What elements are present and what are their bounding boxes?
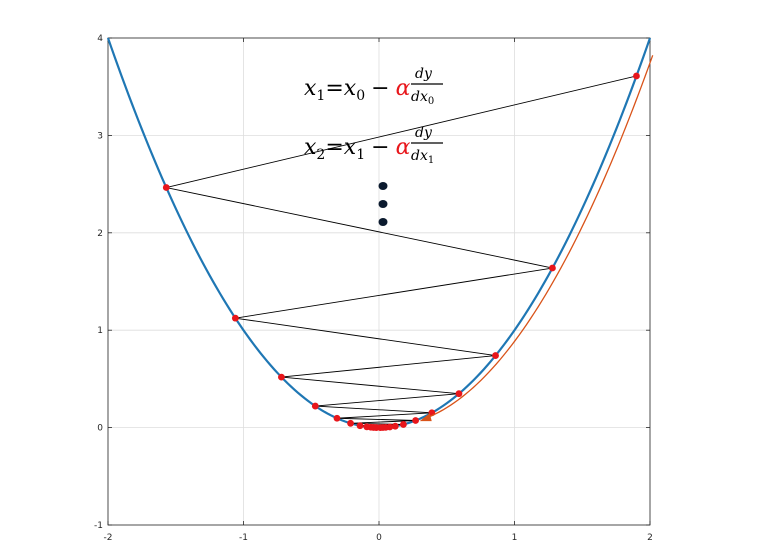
iterate-point — [311, 402, 319, 410]
x-tick-label: 0 — [376, 533, 382, 543]
iterate-point — [162, 184, 170, 191]
iterate-point — [376, 424, 384, 431]
step-segment — [166, 75, 637, 188]
step-segment — [281, 355, 496, 378]
vertical-ellipsis — [378, 182, 388, 226]
y-tick-label: 3 — [97, 131, 103, 141]
iterate-points — [162, 72, 640, 431]
step-segment — [336, 417, 416, 421]
svg-text:x1=x0−α: x1=x0− α — [304, 76, 411, 104]
step-segment — [336, 412, 432, 419]
y-tick-label: 2 — [97, 229, 103, 239]
step-segment — [235, 267, 553, 319]
x-tick-label: 2 — [647, 533, 653, 543]
iterate-point — [231, 314, 239, 322]
eq2-denominator: dx — [411, 148, 428, 164]
x-tick-label: -1 — [239, 533, 248, 543]
eq1-rhs: x — [344, 76, 357, 101]
step-segment — [315, 405, 432, 414]
iterate-point — [391, 422, 399, 430]
eq2-rhs: x — [344, 135, 357, 160]
x-tick-labels: -2 -1 0 1 2 — [104, 533, 653, 543]
step-segment — [235, 317, 496, 357]
eq1-lhs-sub: 1 — [316, 88, 325, 104]
descent-arrow — [419, 55, 654, 422]
eq1-numerator: dy — [415, 66, 433, 82]
svg-text:x2=x1−α: x2=x1− α — [304, 135, 411, 163]
eq2-numerator: dy — [415, 125, 433, 141]
iterate-point — [399, 421, 407, 428]
y-tick-label: 1 — [97, 326, 103, 336]
y-tick-label: 4 — [97, 34, 103, 44]
eq1-alpha: α — [396, 76, 411, 101]
eq1-minus: − — [371, 76, 389, 101]
eq1-den-sub: 0 — [428, 96, 434, 107]
x-tick-label: 1 — [512, 533, 518, 543]
descent-arrow-head — [419, 413, 432, 422]
iterate-point — [412, 417, 419, 424]
eq2-lhs: x — [304, 135, 317, 160]
step-segment — [166, 187, 553, 269]
x-tick-label: -2 — [104, 533, 113, 543]
iterate-point — [356, 422, 364, 430]
iterate-point — [455, 390, 463, 398]
iterate-point — [633, 72, 640, 80]
y-tick-labels: -1 0 1 2 3 4 — [94, 34, 103, 531]
step-segment — [315, 393, 459, 407]
iterate-point — [347, 419, 354, 427]
eq1-denominator: dx — [411, 89, 428, 105]
equation-1: x1=x0− α dy dx0 — [304, 66, 443, 107]
ellipsis-dot — [378, 218, 388, 226]
descent-arrow-path — [423, 55, 654, 420]
eq2-alpha: α — [396, 135, 411, 160]
y-tick-label: -1 — [94, 521, 103, 531]
iterate-point — [549, 264, 556, 272]
eq2-rhs-sub: 1 — [356, 147, 365, 163]
iterate-point — [278, 373, 285, 381]
eq1-rhs-sub: 0 — [356, 88, 365, 104]
ellipsis-dot — [378, 182, 388, 190]
svg-text:dx0: dx0 — [411, 89, 434, 107]
iterate-point — [333, 414, 341, 422]
eq2-den-sub: 1 — [428, 155, 434, 166]
eq1-lhs: x — [304, 76, 317, 101]
y-tick-label: 0 — [97, 424, 103, 434]
eq2-minus: − — [371, 135, 389, 160]
equation-2: x2=x1− α dy dx1 — [304, 125, 443, 166]
ellipsis-dot — [378, 200, 388, 208]
svg-text:dx1: dx1 — [411, 148, 434, 166]
eq2-lhs-sub: 2 — [316, 147, 325, 163]
iterate-point — [492, 352, 499, 359]
step-segment — [281, 376, 459, 395]
